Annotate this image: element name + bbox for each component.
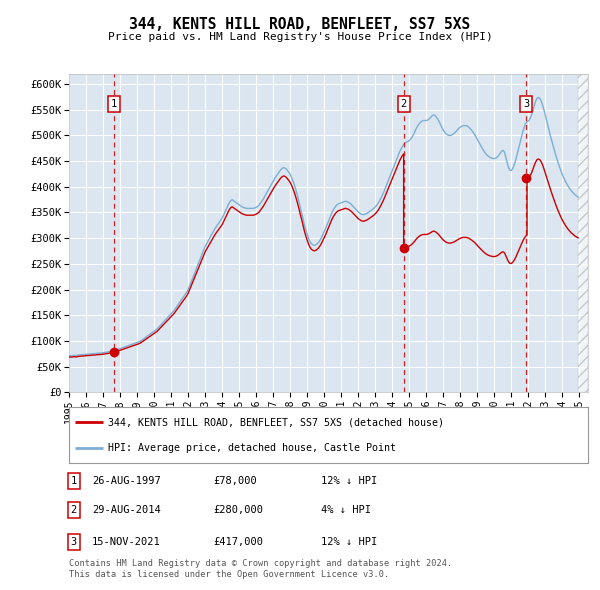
Text: Price paid vs. HM Land Registry's House Price Index (HPI): Price paid vs. HM Land Registry's House …	[107, 32, 493, 42]
Text: £280,000: £280,000	[213, 506, 263, 515]
Text: £417,000: £417,000	[213, 537, 263, 546]
Text: 15-NOV-2021: 15-NOV-2021	[92, 537, 161, 546]
Text: 29-AUG-2014: 29-AUG-2014	[92, 506, 161, 515]
Text: Contains HM Land Registry data © Crown copyright and database right 2024.
This d: Contains HM Land Registry data © Crown c…	[69, 559, 452, 579]
Text: 344, KENTS HILL ROAD, BENFLEET, SS7 5XS (detached house): 344, KENTS HILL ROAD, BENFLEET, SS7 5XS …	[108, 417, 444, 427]
Text: 344, KENTS HILL ROAD, BENFLEET, SS7 5XS: 344, KENTS HILL ROAD, BENFLEET, SS7 5XS	[130, 17, 470, 31]
Text: 12% ↓ HPI: 12% ↓ HPI	[321, 537, 377, 546]
Text: 1: 1	[111, 99, 117, 109]
Text: 12% ↓ HPI: 12% ↓ HPI	[321, 476, 377, 486]
Text: 3: 3	[71, 537, 77, 546]
Text: £78,000: £78,000	[213, 476, 257, 486]
Text: 4% ↓ HPI: 4% ↓ HPI	[321, 506, 371, 515]
Bar	[578, 74, 588, 392]
Text: 3: 3	[523, 99, 529, 109]
Text: 2: 2	[71, 506, 77, 515]
Text: 1: 1	[71, 476, 77, 486]
Text: 2: 2	[400, 99, 407, 109]
Text: 26-AUG-1997: 26-AUG-1997	[92, 476, 161, 486]
Text: HPI: Average price, detached house, Castle Point: HPI: Average price, detached house, Cast…	[108, 443, 396, 453]
